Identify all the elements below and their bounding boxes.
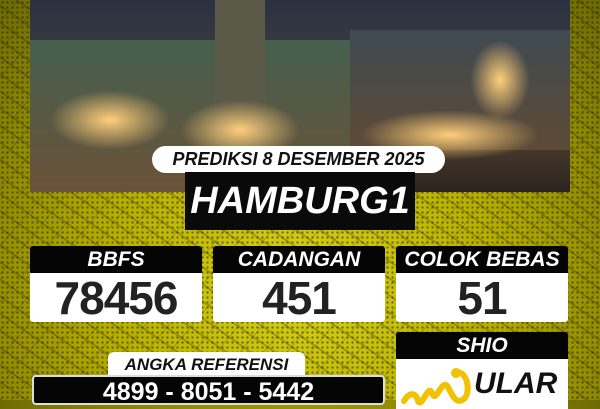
cadangan-panel: CADANGAN 451 <box>213 246 385 323</box>
shio-panel: SHIO ULAR <box>396 332 568 409</box>
reference-value: 4899 - 8051 - 5442 <box>32 375 385 406</box>
snake-icon <box>401 368 471 406</box>
colok-bebas-value: 51 <box>396 273 568 323</box>
bbfs-panel: BBFS 78456 <box>30 246 202 323</box>
bbfs-value: 78456 <box>30 273 202 323</box>
shio-value: ULAR <box>474 367 558 400</box>
shio-label: SHIO <box>396 332 568 359</box>
colok-bebas-label: COLOK BEBAS <box>396 246 568 273</box>
market-title: HAMBURG1 <box>185 172 415 230</box>
cadangan-label: CADANGAN <box>213 246 385 273</box>
colok-bebas-panel: COLOK BEBAS 51 <box>396 246 568 323</box>
reference-label: ANGKA REFERENSI <box>108 352 305 376</box>
cadangan-value: 451 <box>213 273 385 323</box>
bbfs-label: BBFS <box>30 246 202 273</box>
prediction-date: PREDIKSI 8 DESEMBER 2025 <box>152 146 445 173</box>
